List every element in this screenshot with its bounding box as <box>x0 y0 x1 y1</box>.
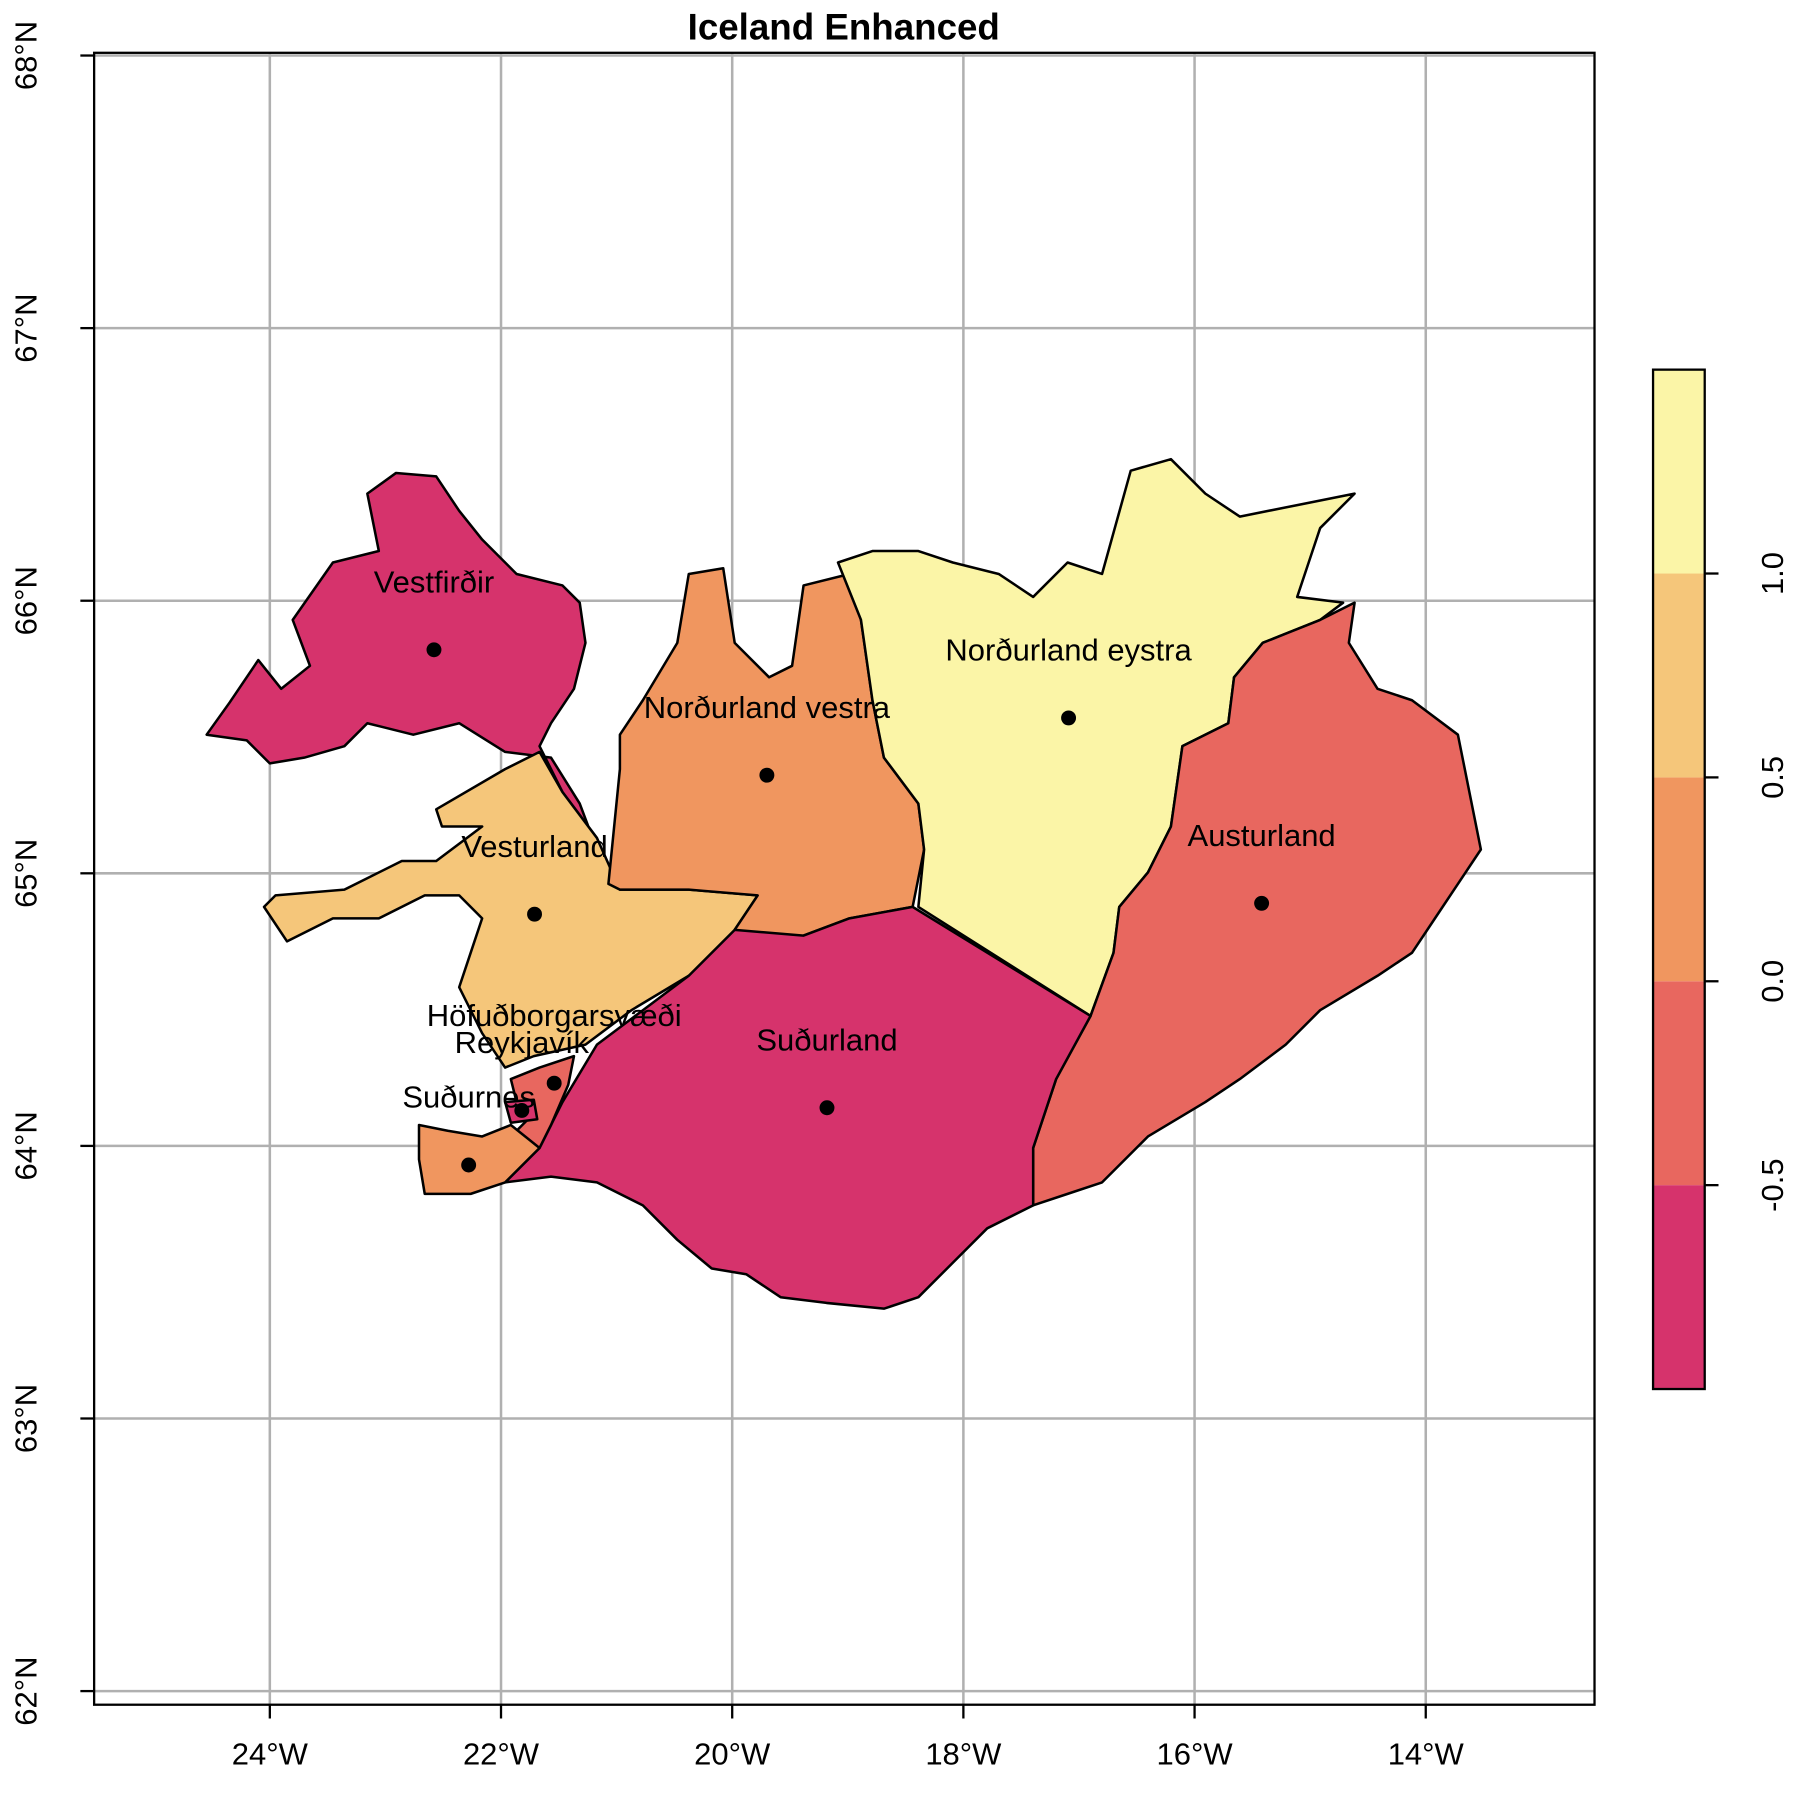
colorbar-bin <box>1653 777 1705 982</box>
region-label: Suðurnes <box>402 1080 535 1115</box>
x-tick-label: 24°W <box>232 1736 309 1771</box>
region-label: Austurland <box>1188 818 1336 853</box>
region <box>836 457 1356 1018</box>
region <box>503 905 1092 1310</box>
colorbar-bin <box>1653 981 1705 1186</box>
x-tick-label: 14°W <box>1388 1736 1465 1771</box>
region <box>205 471 616 886</box>
region-label: Suðurland <box>756 1022 897 1057</box>
colorbar-frame <box>1651 368 1706 1391</box>
y-tick-label: 65°N <box>9 839 44 908</box>
region-label: Reykjavík <box>455 1025 590 1060</box>
x-tick-label: 22°W <box>463 1736 540 1771</box>
colorbar-bin <box>1653 1185 1705 1390</box>
plot-frame <box>92 51 1596 1706</box>
colorbar-tick-label: 0.0 <box>1755 960 1790 1003</box>
colorbar-tick-label: -0.5 <box>1755 1158 1790 1211</box>
y-tick-label: 62°N <box>9 1656 44 1725</box>
map-title: Iceland Enhanced <box>688 7 1000 48</box>
y-tick-label: 63°N <box>9 1384 44 1453</box>
region <box>417 1123 541 1196</box>
region-point <box>759 767 775 783</box>
region-point <box>1254 895 1270 911</box>
colorbar-bin <box>1653 369 1705 574</box>
region-label: Vestfirðir <box>374 564 495 599</box>
x-tick-label: 18°W <box>925 1736 1002 1771</box>
region-point <box>527 906 542 922</box>
colorbar-tick-label: 0.5 <box>1755 756 1790 799</box>
region-label: Vesturland <box>461 829 607 864</box>
colorbar-tick-label: 1.0 <box>1755 552 1790 595</box>
region-point <box>1061 710 1077 726</box>
x-tick-label: 16°W <box>1157 1736 1234 1771</box>
y-tick-label: 68°N <box>9 21 44 90</box>
region-point <box>461 1157 477 1173</box>
region-point <box>514 1103 530 1118</box>
y-tick-label: 64°N <box>9 1111 44 1180</box>
region-label: Norðurland vestra <box>644 690 891 725</box>
region-point <box>546 1075 562 1091</box>
y-tick-label: 66°N <box>9 566 44 635</box>
region-label: Norðurland eystra <box>945 633 1192 668</box>
region-point <box>426 642 442 658</box>
x-tick-label: 20°W <box>694 1736 771 1771</box>
region-point <box>819 1100 835 1116</box>
colorbar-bin <box>1653 573 1705 778</box>
region-label: Höfuðborgarsvæði <box>427 998 682 1033</box>
y-tick-label: 67°N <box>9 294 44 363</box>
